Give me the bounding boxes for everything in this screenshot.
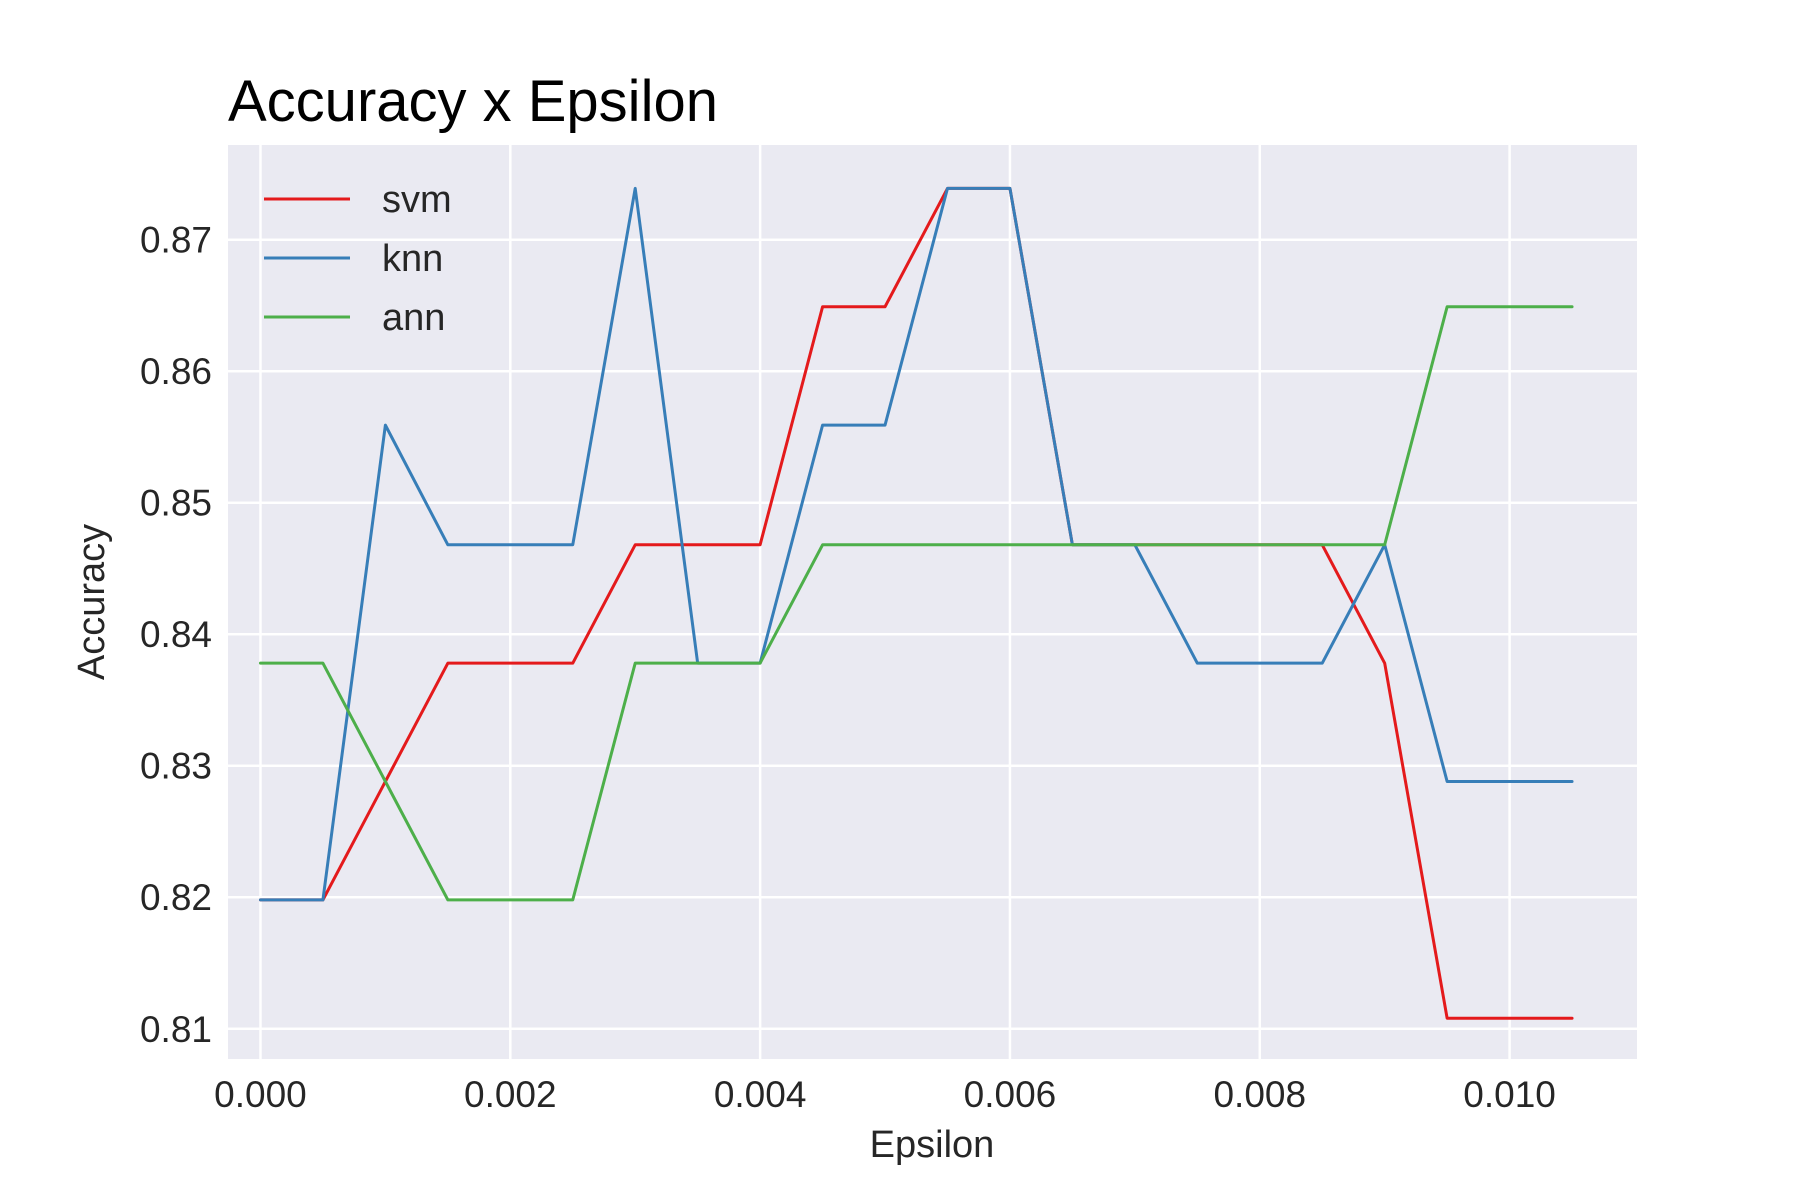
x-tick-label: 0.004 [714,1074,807,1115]
x-tick-labels: 0.000 0.002 0.004 0.006 0.008 0.010 [214,1074,1556,1115]
y-axis-label: Accuracy [71,524,113,680]
plot-area [228,145,1637,1059]
legend-label-svm: svm [382,179,452,221]
y-tick-label: 0.86 [140,351,212,392]
series-line-knn [258,186,1574,902]
legend: svm knn ann [264,179,452,339]
y-tick-label: 0.85 [140,483,212,524]
x-tick-label: 0.006 [964,1074,1057,1115]
y-tick-label: 0.82 [140,877,212,918]
x-tick-label: 0.000 [214,1074,307,1115]
y-tick-label: 0.84 [140,614,212,655]
x-axis-label: Epsilon [870,1124,995,1166]
series-line-ann [258,305,1574,902]
y-tick-label: 0.81 [140,1009,212,1050]
x-gridlines [259,145,1511,1059]
y-tick-label: 0.87 [140,220,212,261]
y-tick-labels: 0.81 0.82 0.83 0.84 0.85 0.86 0.87 [140,220,212,1050]
chart-title: Accuracy x Epsilon [228,69,718,134]
x-tick-label: 0.008 [1213,1074,1306,1115]
series-lines [258,186,1574,1020]
y-tick-label: 0.83 [140,746,212,787]
x-tick-label: 0.002 [464,1074,557,1115]
x-tick-label: 0.010 [1463,1074,1556,1115]
legend-label-ann: ann [382,297,445,339]
legend-label-knn: knn [382,238,443,280]
